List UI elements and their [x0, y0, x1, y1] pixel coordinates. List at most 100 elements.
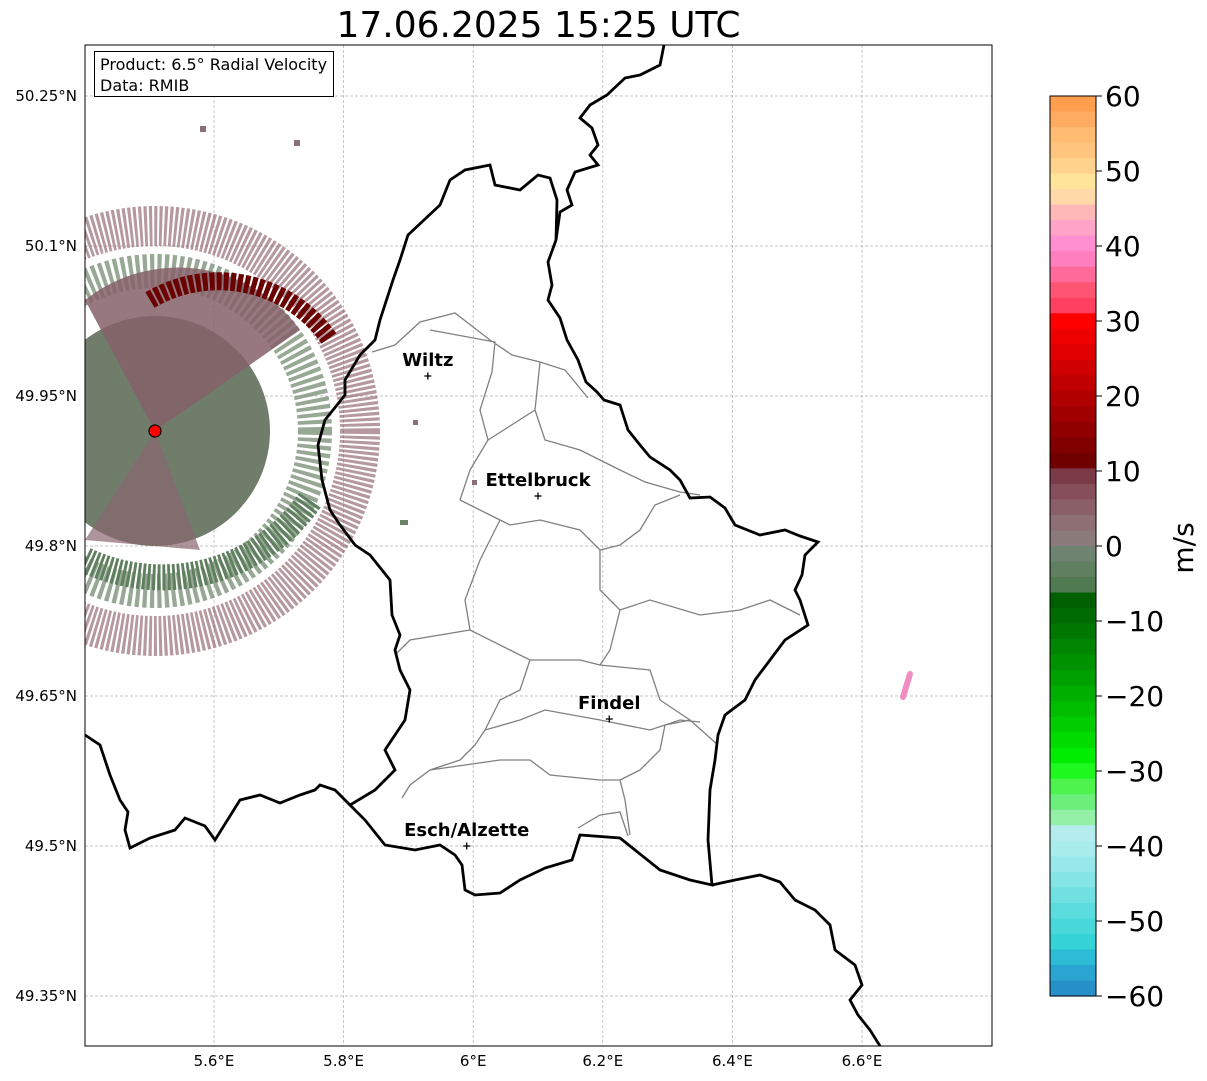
lat-tick-label: 49.95°N [15, 387, 77, 405]
lat-tick-label: 49.65°N [15, 687, 77, 705]
data-source-label: Data: RMIB [100, 76, 190, 95]
lon-tick-label: 5.6°E [194, 1052, 235, 1070]
colorbar-tick-label: −60 [1105, 980, 1164, 1013]
lon-tick-label: 6°E [460, 1052, 487, 1070]
colorbar-segment [1050, 763, 1096, 780]
country-border-east [711, 873, 882, 1046]
radar-site-marker [148, 424, 162, 438]
colorbar-segment [1050, 608, 1096, 625]
colorbar-segment [1050, 778, 1096, 795]
city-label: Wiltz [402, 350, 453, 371]
product-label: Product: 6.5° Radial Velocity [100, 55, 328, 74]
colorbar-segment [1050, 251, 1096, 268]
colorbar-tick-label: −10 [1105, 605, 1164, 638]
canton-boundaries [371, 312, 801, 837]
page-title: 17.06.2025 15:25 UTC [336, 5, 741, 46]
city-markers: Wiltz Ettelbruck Findel Esch/Alzette [402, 350, 641, 850]
colorbar-segment [1050, 282, 1096, 299]
colorbar-segment [1050, 856, 1096, 873]
colorbar-segment [1050, 840, 1096, 857]
echo-outbound-sector [85, 267, 300, 431]
colorbar-segment [1050, 514, 1096, 532]
colorbar-segment [1050, 871, 1096, 888]
colorbar-tick-label: 0 [1105, 530, 1123, 563]
colorbar-segment [1050, 266, 1096, 283]
axis-tick-labels: 5.6°E 5.8°E 6°E 6.2°E 6.4°E 6.6°E 50.25°N 50.1°… [15, 87, 882, 1070]
echo-speckle [200, 126, 206, 132]
colorbar-segment [1050, 96, 1096, 113]
lon-tick-label: 6.2°E [582, 1052, 623, 1070]
colorbar-segment [1050, 142, 1096, 159]
lat-tick-label: 49.5°N [25, 837, 77, 855]
colorbar-segment [1050, 732, 1096, 749]
colorbar-segment [1050, 949, 1096, 966]
colorbar-segment [1050, 887, 1096, 904]
colorbar-segment [1050, 344, 1096, 361]
city-marker: Ettelbruck [485, 470, 592, 500]
echo-speckle [294, 140, 300, 146]
colorbar-tick-label: 60 [1105, 80, 1141, 113]
velocity-colorbar: 60 50 40 30 20 10 0 −10 −20 −30 −40 −50 −60 [1049, 80, 1164, 1013]
echo-outer-ring-red [85, 206, 380, 656]
colorbar-segment [1050, 437, 1096, 454]
info-box: Product: 6.5° Radial Velocity Data: RMIB [94, 51, 334, 97]
echo-speckle [400, 520, 408, 525]
colorbar-segment [1050, 964, 1096, 982]
plot-frame [84, 44, 993, 1047]
colorbar-segment [1050, 747, 1096, 764]
colorbar-segment [1050, 499, 1096, 516]
radar-echo-layer [85, 126, 913, 700]
colorbar-segment [1050, 577, 1096, 594]
colorbar-segment [1050, 701, 1096, 718]
colorbar-segment [1050, 297, 1096, 314]
colorbar-segment [1050, 328, 1096, 345]
colorbar-segment [1050, 173, 1096, 190]
lat-tick-label: 49.35°N [15, 987, 77, 1005]
colorbar-tick-label: 40 [1105, 230, 1141, 263]
echo-speckle [472, 480, 477, 485]
colorbar-segment [1050, 546, 1096, 563]
map-gridlines [85, 45, 992, 1046]
luxembourg-border [316, 45, 821, 897]
colorbar-tick-label: 20 [1105, 380, 1141, 413]
city-label: Esch/Alzette [404, 820, 529, 841]
lat-tick-label: 50.25°N [15, 87, 77, 105]
colorbar-segment [1050, 639, 1096, 656]
colorbar-segment [1050, 421, 1096, 438]
city-marker: Wiltz [402, 350, 453, 380]
colorbar-segment [1050, 918, 1096, 935]
colorbar-segment [1050, 794, 1096, 811]
colorbar-segment [1050, 452, 1096, 470]
echo-speckle [413, 420, 418, 425]
colorbar-segment [1050, 204, 1096, 221]
colorbar-tick-label: −50 [1105, 905, 1164, 938]
city-label: Findel [578, 693, 641, 714]
colorbar-segment [1050, 220, 1096, 237]
colorbar-segment [1050, 809, 1096, 826]
city-marker: Findel [578, 693, 641, 723]
colorbar-segment [1050, 592, 1096, 609]
colorbar-tick-label: −40 [1105, 830, 1164, 863]
colorbar-tick-label: 30 [1105, 305, 1141, 338]
colorbar-segment [1050, 359, 1096, 376]
echo-inbound-arc [85, 254, 332, 608]
lon-tick-label: 6.4°E [712, 1052, 753, 1070]
colorbar-segment [1050, 390, 1096, 407]
colorbar-segment [1050, 716, 1096, 733]
colorbar-tick-label: −30 [1105, 755, 1164, 788]
colorbar-tick-label: 50 [1105, 155, 1141, 188]
colorbar-segment [1050, 685, 1096, 702]
map-borders [85, 45, 882, 1046]
colorbar-segment [1050, 406, 1096, 423]
colorbar-segment [1050, 623, 1096, 640]
echo-high-velocity-arc [145, 272, 338, 346]
colorbar-segment [1050, 561, 1096, 578]
city-label: Ettelbruck [485, 470, 591, 491]
echo-streak-pink [900, 671, 913, 700]
colorbar-segment [1050, 127, 1096, 144]
colorbar-segment [1050, 902, 1096, 920]
lon-tick-label: 6.6°E [842, 1052, 883, 1070]
lon-tick-label: 5.8°E [323, 1052, 364, 1070]
colorbar-segment [1050, 980, 1096, 997]
country-border-west [85, 733, 351, 851]
